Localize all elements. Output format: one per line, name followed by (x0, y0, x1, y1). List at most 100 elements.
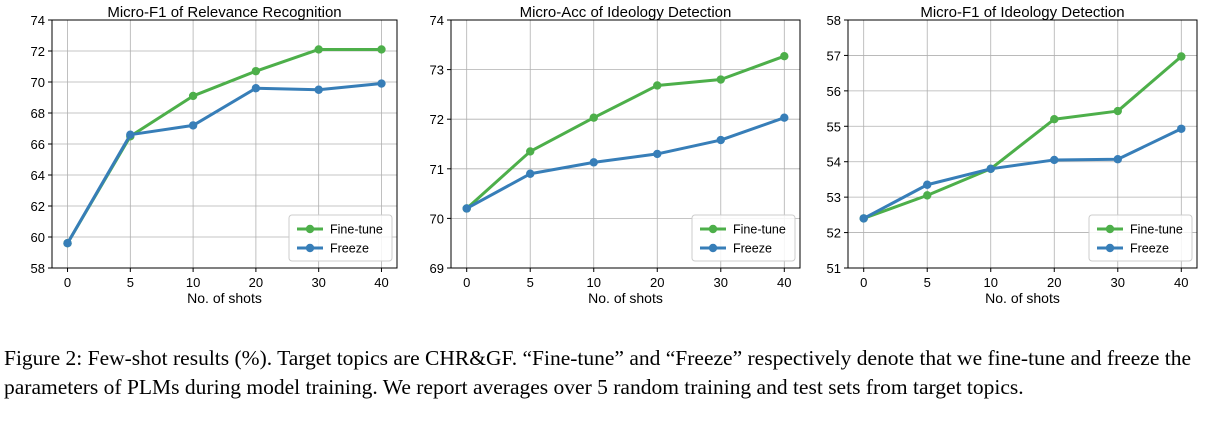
legend-marker (305, 243, 315, 253)
legend: Fine-tune Freeze (1088, 214, 1193, 262)
x-axis-label: No. of shots (588, 290, 663, 306)
x-tick-label: 30 (714, 275, 728, 290)
x-tick-label: 30 (311, 275, 325, 290)
series-line (863, 127, 1182, 220)
data-point (314, 45, 323, 54)
data-point (526, 147, 535, 156)
data-point (63, 239, 72, 248)
chart-title: Micro-F1 of Relevance Recognition (107, 4, 341, 21)
data-point (126, 130, 135, 139)
chart-title: Micro-Acc of Ideology Detection (520, 4, 732, 21)
y-tick-label: 74 (31, 13, 45, 28)
y-tick-label: 72 (430, 112, 444, 127)
legend: Fine-tune Freeze (691, 214, 796, 262)
plot-frame (847, 19, 1198, 269)
legend-label: Fine-tune (330, 223, 383, 237)
data-point (314, 85, 323, 94)
x-tick-label: 0 (463, 275, 470, 290)
chart-panel-3: 51 52 53 54 55 56 57 58 0 5 10 20 30 40 Micro-F1 of Id… (827, 4, 1198, 306)
data-point (1050, 155, 1059, 165)
y-tick-label: 62 (31, 199, 45, 214)
data-point (1177, 52, 1186, 61)
data-point (716, 135, 725, 145)
x-tick-label: 20 (1047, 275, 1061, 290)
data-point (251, 66, 261, 76)
legend-marker (1105, 243, 1115, 253)
y-tick-label: 74 (430, 13, 444, 28)
chart-title: Micro-F1 of Ideology Detection (920, 4, 1124, 21)
series-line (863, 55, 1183, 220)
x-tick-label: 40 (1174, 275, 1188, 290)
y-tick-label: 54 (827, 155, 841, 170)
x-axis-label: No. of shots (985, 290, 1060, 306)
legend-marker (708, 224, 718, 234)
data-point (653, 149, 662, 159)
series-line (465, 116, 785, 210)
y-tick-label: 72 (31, 44, 45, 59)
x-tick-label: 10 (186, 275, 200, 290)
data-point (377, 79, 386, 88)
legend-marker (1105, 224, 1115, 234)
data-point (986, 164, 995, 173)
data-point (923, 180, 932, 189)
y-tick-label: 58 (31, 261, 45, 276)
x-tick-label: 30 (1111, 275, 1125, 290)
y-tick-label: 70 (31, 75, 45, 90)
data-point (1113, 106, 1122, 116)
legend-label: Fine-tune (1130, 223, 1183, 237)
legend: Fine-tune Freeze (288, 214, 393, 262)
plot-frame (450, 19, 801, 269)
y-tick-label: 55 (827, 119, 841, 134)
y-tick-label: 53 (827, 190, 841, 205)
x-tick-label: 20 (650, 275, 664, 290)
data-point (589, 113, 598, 122)
y-tick-label: 51 (827, 261, 841, 276)
data-point (526, 169, 535, 178)
data-point (377, 45, 386, 54)
x-tick-label: 5 (527, 275, 534, 290)
data-point (251, 84, 261, 93)
data-point (188, 121, 198, 130)
data-point (1113, 155, 1122, 164)
chart-panel-2: 69 70 71 72 73 74 0 5 10 20 30 40 Micro-Acc of Ideol… (430, 4, 801, 306)
x-tick-label: 10 (587, 275, 601, 290)
legend-marker (305, 224, 315, 234)
data-point (589, 158, 598, 167)
x-tick-label: 20 (249, 275, 263, 290)
y-tick-label: 60 (31, 230, 45, 245)
y-tick-label: 56 (827, 84, 841, 99)
y-tick-label: 57 (827, 48, 841, 63)
data-point (780, 113, 789, 122)
figure-caption: Figure 2: Few-shot results (%). Target t… (4, 346, 1192, 399)
x-tick-label: 5 (127, 275, 134, 290)
y-tick-label: 69 (430, 261, 444, 276)
y-tick-label: 58 (827, 13, 841, 28)
x-axis-label: No. of shots (187, 290, 262, 306)
legend-marker (708, 243, 718, 253)
data-point (716, 75, 725, 84)
y-tick-label: 66 (31, 137, 45, 152)
series-line (66, 47, 382, 244)
data-point (923, 191, 932, 200)
x-tick-label: 40 (777, 275, 791, 290)
series-line (465, 54, 785, 210)
data-point (859, 214, 868, 223)
x-tick-label: 10 (984, 275, 998, 290)
y-tick-label: 73 (430, 63, 444, 78)
chart-panel-1: 58 60 62 64 66 68 70 72 74 0 5 10 20 30 40 Micro-F1 of … (31, 4, 398, 306)
x-tick-label: 0 (64, 275, 71, 290)
legend-label: Fine-tune (733, 223, 786, 237)
y-tick-label: 68 (31, 106, 45, 121)
data-point (653, 81, 662, 90)
x-tick-label: 40 (374, 275, 388, 290)
series-line (66, 82, 382, 244)
data-point (780, 52, 789, 61)
x-tick-label: 5 (924, 275, 931, 290)
data-point (1050, 115, 1059, 124)
y-tick-label: 64 (31, 168, 45, 183)
x-tick-label: 0 (860, 275, 867, 290)
legend-label: Freeze (1130, 242, 1169, 256)
legend-label: Freeze (733, 242, 772, 256)
data-point (188, 91, 198, 101)
